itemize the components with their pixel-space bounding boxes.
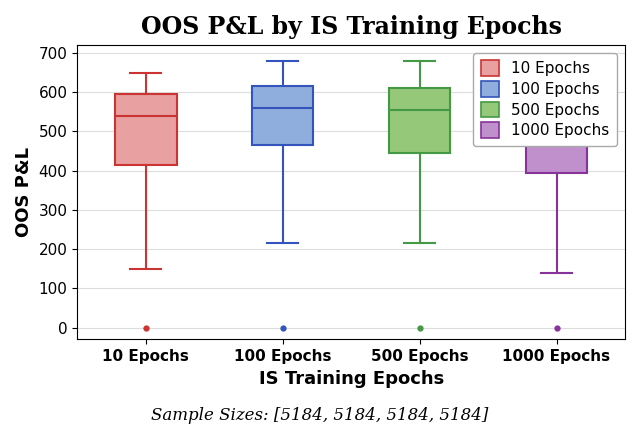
Title: OOS P&L by IS Training Epochs: OOS P&L by IS Training Epochs xyxy=(141,15,562,39)
Legend: 10 Epochs, 100 Epochs, 500 Epochs, 1000 Epochs: 10 Epochs, 100 Epochs, 500 Epochs, 1000 … xyxy=(473,53,618,146)
PathPatch shape xyxy=(115,94,177,165)
PathPatch shape xyxy=(525,92,588,173)
X-axis label: IS Training Epochs: IS Training Epochs xyxy=(259,370,444,388)
PathPatch shape xyxy=(388,88,451,153)
PathPatch shape xyxy=(252,86,314,145)
Text: Sample Sizes: [5184, 5184, 5184, 5184]: Sample Sizes: [5184, 5184, 5184, 5184] xyxy=(151,407,489,424)
Y-axis label: OOS P&L: OOS P&L xyxy=(15,147,33,237)
